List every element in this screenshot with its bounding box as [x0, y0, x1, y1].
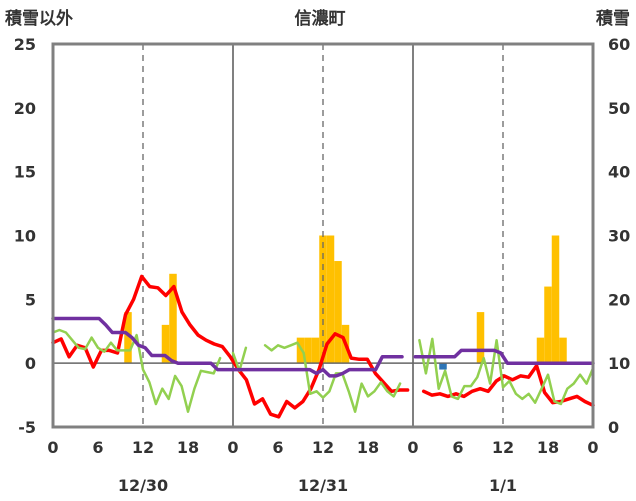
bars-layer	[124, 235, 567, 370]
y-right-tick-label: 10	[608, 354, 630, 373]
y-left-tick-label: 25	[14, 35, 36, 54]
x-hour-tick-label: 18	[357, 438, 379, 457]
x-hour-tick-label: 0	[227, 438, 238, 457]
bar	[439, 363, 447, 370]
bar	[551, 235, 560, 364]
bar	[326, 235, 335, 364]
bar	[559, 337, 567, 364]
bar	[296, 337, 305, 364]
lines-layer	[51, 274, 595, 419]
x-hour-tick-label: 0	[47, 438, 58, 457]
bar	[536, 337, 545, 364]
y-left-tick-label: 0	[25, 354, 36, 373]
bar	[124, 312, 132, 364]
y-left-tick-label: 5	[25, 290, 36, 309]
x-hour-tick-label: 12	[312, 438, 334, 457]
x-hour-tick-label: 18	[537, 438, 559, 457]
y-right-tick-label: 0	[608, 418, 619, 437]
x-day-label: 12/30	[118, 476, 168, 495]
y-right-tick-label: 20	[608, 290, 630, 309]
bar	[476, 312, 485, 364]
plot-frame	[51, 42, 595, 429]
x-hour-tick-label: 18	[177, 438, 199, 457]
x-hour-tick-label: 12	[132, 438, 154, 457]
x-hour-tick-label: 6	[452, 438, 463, 457]
series-line-purple	[51, 316, 595, 378]
bar	[334, 261, 342, 364]
x-hour-tick-label: 0	[587, 438, 598, 457]
right-axis-title: 積雪	[596, 8, 630, 29]
bar	[161, 324, 170, 364]
x-hour-tick-label: 6	[272, 438, 283, 457]
x-hour-tick-label: 6	[92, 438, 103, 457]
x-hour-tick-label: 0	[407, 438, 418, 457]
bar	[544, 286, 552, 364]
y-left-tick-label: -5	[18, 418, 36, 437]
y-left-tick-label: 20	[14, 99, 36, 118]
left-axis-title: 積雪以外	[5, 8, 73, 29]
x-day-label: 12/31	[298, 476, 348, 495]
chart-title: 信濃町	[295, 8, 346, 29]
y-right-tick-label: 50	[608, 99, 630, 118]
y-left-tick-label: 10	[14, 227, 36, 246]
y-right-tick-label: 30	[608, 227, 630, 246]
y-left-tick-label: 15	[14, 163, 36, 182]
bar	[304, 337, 312, 364]
bar	[169, 273, 177, 364]
x-hour-tick-label: 12	[492, 438, 514, 457]
y-right-tick-label: 40	[608, 163, 630, 182]
bar	[311, 337, 320, 364]
x-day-label: 1/1	[489, 476, 517, 495]
y-right-tick-label: 60	[608, 35, 630, 54]
